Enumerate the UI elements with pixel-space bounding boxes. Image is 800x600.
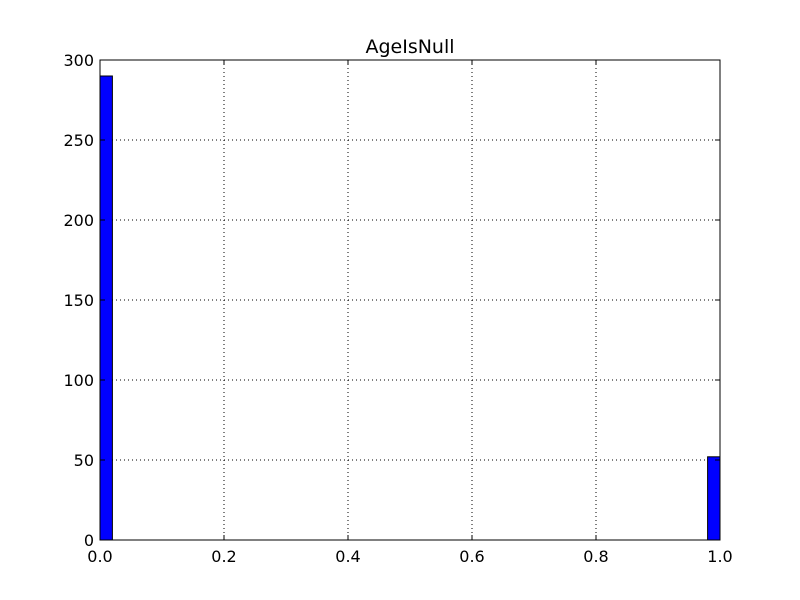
y-tick-label: 50 [74,451,94,470]
y-tick-label: 200 [63,211,94,230]
histogram-bar [707,456,721,541]
y-tick-label: 250 [63,131,94,150]
x-tick-label: 0.6 [459,547,484,566]
chart-title: AgeIsNull [365,36,454,58]
y-tick-label: 100 [63,371,94,390]
y-tick-label: 300 [63,51,94,70]
x-tick-label: 0.2 [211,547,236,566]
x-tick-label: 0.8 [583,547,608,566]
x-tick-labels: 0.0 0.2 0.4 0.6 0.8 1.0 [87,547,732,566]
y-tick-labels: 0 50 100 150 200 250 300 [63,51,94,550]
histogram-bar [99,75,113,541]
y-tick-label: 0 [84,531,94,550]
x-tick-label: 1.0 [707,547,732,566]
x-tick-label: 0.0 [87,547,112,566]
grid-lines [100,60,720,540]
y-tick-label: 150 [63,291,94,310]
axis-ticks [99,59,721,541]
x-tick-label: 0.4 [335,547,360,566]
